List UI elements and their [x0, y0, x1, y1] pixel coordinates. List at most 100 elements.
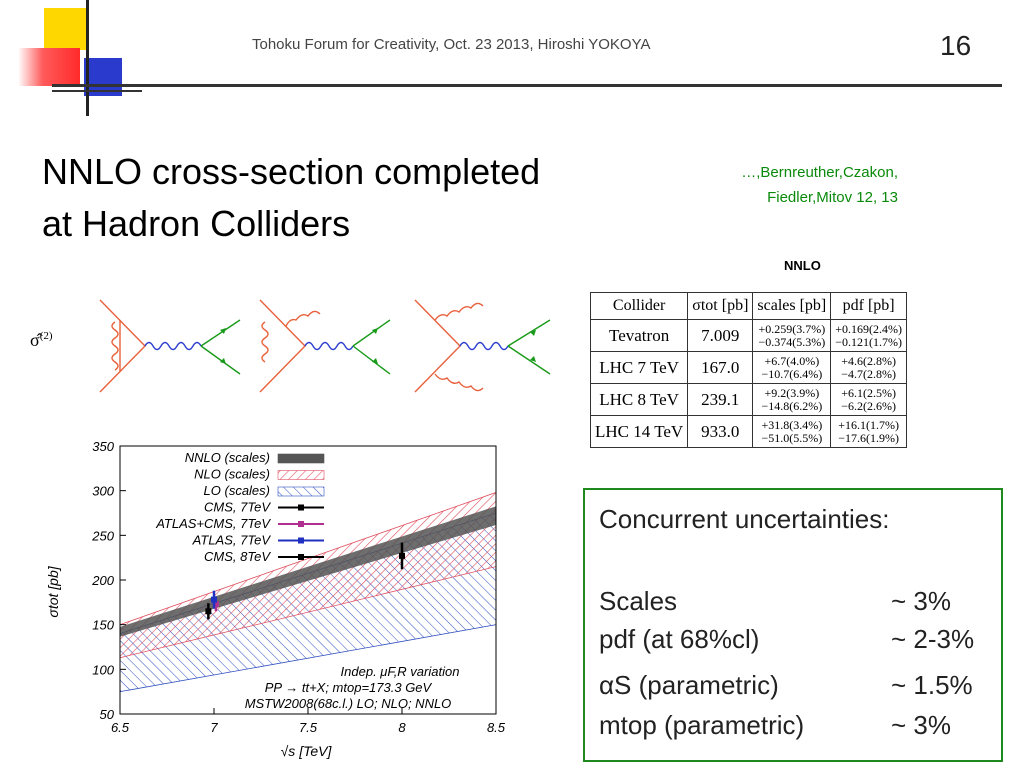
legend-marker: [298, 504, 304, 511]
pdf-up: +16.1(1.7%): [838, 417, 900, 432]
chart-ylabel: σtot [pb]: [45, 565, 61, 617]
x-tick-label: 8.5: [487, 720, 506, 735]
y-tick-label: 100: [92, 662, 114, 677]
title-line-2: at Hadron Colliders: [42, 203, 351, 244]
scales-down: −14.8(6.2%): [761, 398, 823, 413]
page-title: NNLO cross-section completed at Hadron C…: [42, 146, 540, 250]
box-item-value: ~ 1.5%: [891, 670, 973, 700]
deco-vertical-line: [86, 0, 89, 116]
box-heading: Concurrent uncertainties:: [599, 504, 890, 534]
cross-section-chart: 6.5 7 7.5 8 8.5 50 100 150 200 250 300 350 NNLO (sc…: [45, 439, 506, 759]
scales-up: +0.259(3.7%): [758, 321, 826, 336]
feynman-diagrams: [99, 299, 551, 393]
scales-up: +6.7(4.0%): [764, 353, 820, 368]
sigma-hat-symbol: σ̂: [30, 330, 40, 350]
y-tick-label: 150: [92, 618, 114, 633]
table-row: LHC 8 TeV 239.1 +9.2(3.9%) −14.8(6.2%) +6…: [589, 383, 908, 416]
pdf-up: +4.6(2.8%): [841, 353, 897, 368]
legend-label: LO (scales): [204, 483, 270, 498]
legend-swatch: [277, 486, 325, 497]
row-pdf: +4.6(2.8%) −4.7(2.8%): [830, 351, 908, 384]
table-header-sigma: σtot [pb]: [687, 292, 754, 320]
y-tick-label: 350: [92, 439, 114, 454]
scales-down: −10.7(6.4%): [761, 366, 823, 381]
legend-label: CMS, 7TeV: [204, 500, 271, 515]
pdf-down: −0.121(1.7%): [835, 334, 903, 349]
measurement-point: [211, 596, 217, 603]
deco-red-square: [18, 48, 80, 86]
x-tick-label: 6.5: [111, 720, 130, 735]
table-row: LHC 14 TeV 933.0 +31.8(3.4%) −51.0(5.5%) …: [589, 415, 908, 448]
row-collider: LHC 8 TeV: [589, 383, 689, 416]
measurement-point: [205, 608, 212, 615]
measurement-point: [212, 601, 219, 608]
citation-line-1: …,Bernreuther,Czakon,: [741, 164, 898, 181]
row-sigma: 239.1: [687, 383, 754, 416]
y-tick-label: 50: [100, 707, 115, 722]
row-pdf: +6.1(2.5%) −6.2(2.6%): [830, 383, 908, 416]
x-tick-label: 8: [398, 720, 406, 735]
pdf-down: −4.7(2.8%): [841, 366, 897, 381]
chart-annotation-2: PP → tt+X; mtop=173.3 GeV: [265, 680, 433, 695]
x-tick-label: 7: [210, 720, 218, 735]
box-item-label: Scales: [599, 586, 678, 616]
pdf-down: −17.6(1.9%): [838, 430, 900, 445]
box-item-value: ~ 3%: [891, 710, 951, 740]
row-scales: +0.259(3.7%) −0.374(5.3%): [752, 319, 832, 352]
scales-up: +31.8(3.4%): [761, 417, 823, 432]
legend-marker: [298, 554, 304, 560]
box-item-label: αS (parametric): [599, 670, 779, 700]
y-tick-label: 300: [92, 484, 114, 499]
scales-down: −51.0(5.5%): [761, 430, 823, 445]
chart-annotation-3: MSTW2008(68c.l.) LO; NLO; NNLO: [245, 696, 452, 711]
table-row: LHC 7 TeV 167.0 +6.7(4.0%) −10.7(6.4%) +4…: [589, 351, 908, 384]
table-caption: NNLO: [784, 258, 821, 273]
row-pdf: +16.1(1.7%) −17.6(1.9%): [830, 415, 908, 448]
row-pdf: +0.169(2.4%) −0.121(1.7%): [830, 319, 908, 352]
table-row: Tevatron 7.009 +0.259(3.7%) −0.374(5.3%) …: [589, 319, 908, 352]
feynman-diagram-3: [414, 299, 551, 393]
deco-blue-square: [84, 58, 122, 96]
row-sigma: 7.009: [687, 319, 754, 352]
row-scales: +9.2(3.9%) −14.8(6.2%): [752, 383, 832, 416]
citation: …,Bernreuther,Czakon, Fiedler,Mitov 12, …: [660, 160, 898, 210]
header-rule-short: [52, 90, 142, 92]
row-sigma: 167.0: [687, 351, 754, 384]
box-item-label: pdf (at 68%cl): [599, 624, 760, 654]
scales-down: −0.374(5.3%): [758, 334, 826, 349]
legend-label: NNLO (scales): [185, 450, 270, 465]
chart-annotation-1: Indep. μF,R variation: [341, 664, 460, 679]
y-tick-label: 250: [91, 528, 114, 543]
sigma-hat-label: σ̂(2): [30, 330, 53, 351]
citation-line-2: Fiedler,Mitov 12, 13: [767, 189, 898, 206]
legend-marker: [298, 537, 304, 544]
pdf-down: −6.2(2.6%): [841, 398, 897, 413]
header-rule: [52, 84, 1002, 87]
box-item-label: mtop (parametric): [599, 710, 805, 740]
legend-swatch: [277, 453, 325, 464]
chart-xlabel: √s [TeV]: [281, 743, 333, 759]
row-sigma: 933.0: [687, 415, 754, 448]
header-event: Tohoku Forum for Creativity, Oct. 23 201…: [252, 36, 651, 53]
page-number: 16: [940, 30, 972, 61]
nnlo-table: Collider σtot [pb] scales [pb] pdf [pb] …: [589, 292, 908, 448]
feynman-diagram-1: [99, 299, 241, 393]
legend-label: CMS, 8TeV: [204, 549, 271, 564]
row-collider: LHC 14 TeV: [589, 415, 689, 448]
table-header-collider: Collider: [589, 292, 689, 320]
legend-marker: [298, 521, 304, 527]
legend-label: NLO (scales): [194, 467, 270, 482]
measurement-point: [399, 552, 405, 559]
table-header-pdf: pdf [pb]: [830, 292, 908, 320]
pdf-up: +0.169(2.4%): [835, 321, 903, 336]
legend-label: ATLAS+CMS, 7TeV: [155, 516, 271, 531]
table-header-scales: scales [pb]: [752, 292, 832, 320]
x-tick-label: 7.5: [299, 720, 318, 735]
box-item-value: ~ 3%: [891, 586, 951, 616]
deco-yellow-square: [44, 8, 86, 50]
row-collider: LHC 7 TeV: [589, 351, 689, 384]
feynman-diagram-2: [259, 299, 391, 393]
row-scales: +31.8(3.4%) −51.0(5.5%): [752, 415, 832, 448]
table-header-row: Collider σtot [pb] scales [pb] pdf [pb]: [589, 292, 908, 320]
y-tick-label: 200: [91, 573, 114, 588]
